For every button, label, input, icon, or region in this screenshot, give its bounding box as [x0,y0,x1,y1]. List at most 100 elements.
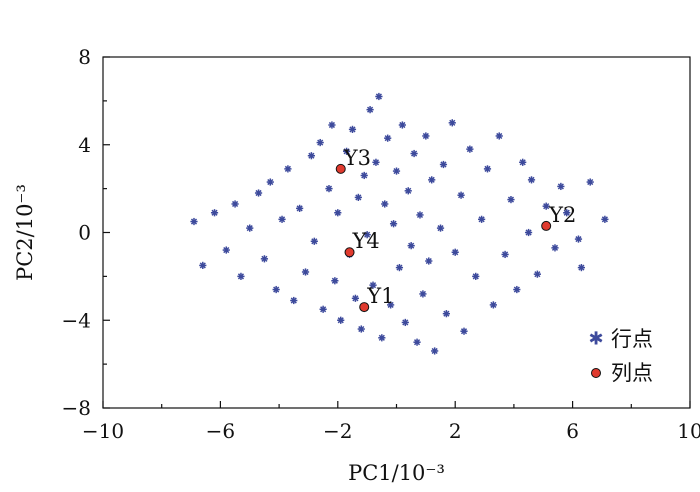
row-point [495,132,503,140]
row-point [448,119,456,127]
x-tick-label: 10 [677,419,700,443]
row-point [375,92,383,101]
row-point [389,220,398,228]
row-point [574,235,583,243]
row-point [507,195,515,204]
column-point-y4 [344,247,355,258]
row-point [431,347,439,355]
y-tick-label: 8 [78,45,91,69]
legend-circle-marker [591,368,601,378]
row-point [328,121,336,129]
row-point [284,165,292,173]
row-point [419,290,427,298]
row-point [360,171,368,180]
x-tick-label: −10 [82,419,124,443]
row-point [577,264,586,272]
row-point [272,285,280,294]
row-point [551,244,559,252]
column-point-label: Y1 [366,284,394,308]
row-point [392,167,401,175]
y-tick-label: −4 [62,308,91,332]
column-point-label: Y3 [343,146,371,170]
row-point [425,257,433,265]
legend-star-marker: ✱ [588,329,603,350]
row-point [325,185,333,193]
x-tick-label: −6 [206,419,235,443]
y-tick-label: 4 [78,133,91,157]
column-point-label: Y4 [352,229,380,253]
legend-label-row-points: 行点 [611,327,653,351]
row-point [466,145,474,153]
row-point [428,176,436,184]
row-point [563,209,571,217]
y-tick-label: −8 [62,396,91,420]
row-point [266,178,274,186]
row-point [301,268,310,276]
column-point-y2 [541,220,552,231]
row-point [334,209,342,217]
row-point [478,215,486,223]
row-point [442,310,450,318]
row-point [343,147,351,155]
column-point-y3 [335,163,346,174]
row-point [366,106,374,114]
column-point-label: Y2 [548,203,576,227]
row-point [404,187,412,195]
row-point [457,191,465,199]
row-point [310,237,318,245]
row-point [378,334,386,342]
row-point [237,272,245,280]
row-point [331,277,339,285]
x-tick-label: 6 [566,419,579,443]
row-point [199,261,207,270]
row-point [436,224,445,232]
row-point [416,211,424,219]
row-point [296,204,304,212]
row-point [410,149,418,158]
row-point [190,217,198,226]
row-point [527,176,536,184]
row-point [557,182,565,191]
row-point [395,264,404,272]
row-point [501,250,509,259]
row-point [519,158,527,166]
row-point [222,246,230,254]
row-point [439,160,448,169]
row-point [319,305,327,313]
row-point [260,255,269,263]
row-point [278,215,286,223]
row-point [307,152,315,160]
row-point [316,138,324,147]
y-axis-title: PC2/10⁻³ [13,184,37,281]
row-point [460,327,468,335]
x-axis-title: PC1/10⁻³ [348,461,445,485]
row-point [246,224,254,232]
row-point [348,125,357,133]
row-point [483,165,492,173]
row-point [290,296,298,305]
row-point [489,301,497,309]
row-point [401,318,409,327]
row-point [357,325,365,333]
row-point [513,285,521,294]
legend: ✱ 行点 列点 [588,327,653,385]
row-point [451,248,459,256]
x-axis-ticks: −10 −6 −2 2 6 10 [82,401,700,443]
legend-label-column-points: 列点 [611,361,653,385]
row-point [210,209,219,217]
row-point [254,189,263,197]
column-point-y1 [359,302,370,313]
column-points-series: Y1 Y2 Y3 Y4 [335,146,576,313]
row-point [363,231,371,239]
row-point [601,215,609,223]
row-point [413,338,421,346]
x-tick-label: 2 [449,419,462,443]
row-point [398,121,406,129]
row-point [369,281,377,289]
row-point [351,294,360,302]
plot-frame [102,56,691,409]
row-point [354,193,362,201]
row-point [542,202,550,210]
row-point [524,228,533,237]
